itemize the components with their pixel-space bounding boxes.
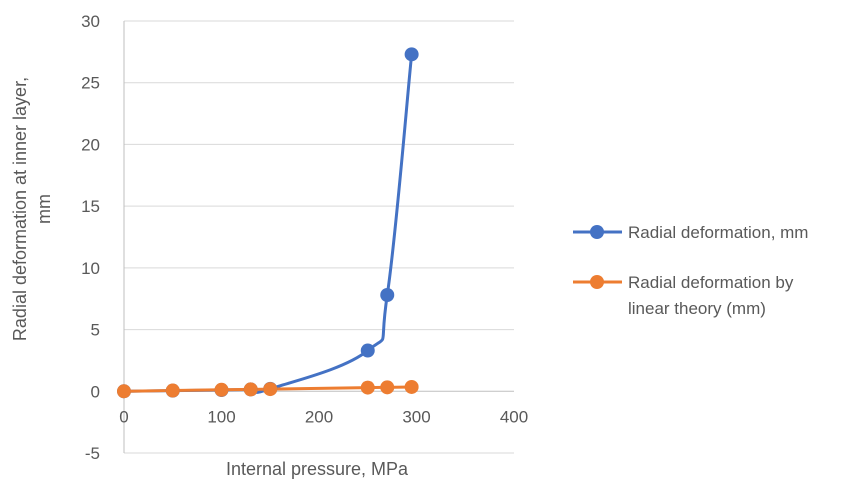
y-tick-label: 15 xyxy=(81,197,100,216)
legend-item-linear-theory: Radial deformation by linear theory (mm) xyxy=(573,273,794,318)
legend-label-orange-line-1: Radial deformation by xyxy=(628,273,794,292)
y-tick-label: 20 xyxy=(81,135,100,154)
x-tick-label: 0 xyxy=(119,407,128,426)
series-1-point xyxy=(243,382,258,397)
series-0-point xyxy=(380,288,395,303)
series-0-point xyxy=(404,47,419,62)
y-axis-title-line-1: Radial deformation at inner layer, xyxy=(10,77,30,341)
y-axis-title-line-2: mm xyxy=(34,194,54,224)
x-tick-label: 100 xyxy=(207,407,235,426)
y-tick-label: 0 xyxy=(91,382,100,401)
legend: Radial deformation, mm Radial deformatio… xyxy=(573,223,808,318)
legend-label-orange-line-2: linear theory (mm) xyxy=(628,299,766,318)
y-tick-labels: -5 0 5 10 15 20 25 30 xyxy=(81,12,100,463)
x-axis-title: Internal pressure, MPa xyxy=(226,459,409,479)
legend-marker-blue xyxy=(590,225,604,239)
y-tick-label: 5 xyxy=(91,321,100,340)
y-tick-label: 30 xyxy=(81,12,100,31)
series-1-point xyxy=(117,384,131,399)
series-0-point xyxy=(360,343,375,358)
series-0-line xyxy=(123,54,414,394)
x-tick-labels: 0 100 200 300 400 xyxy=(119,407,528,426)
series-1-point xyxy=(214,382,229,397)
legend-item-radial-deformation: Radial deformation, mm xyxy=(573,223,808,242)
series-1-point xyxy=(404,379,419,394)
x-tick-label: 200 xyxy=(305,407,333,426)
y-tick-label: -5 xyxy=(85,444,100,463)
series-lines xyxy=(123,54,414,394)
series-1-point xyxy=(263,382,278,397)
legend-label-blue: Radial deformation, mm xyxy=(628,223,808,242)
gridlines xyxy=(124,20,514,454)
y-tick-label: 25 xyxy=(81,74,100,93)
legend-marker-orange xyxy=(590,275,604,289)
x-tick-label: 300 xyxy=(402,407,430,426)
y-axis-title: Radial deformation at inner layer, mm xyxy=(10,77,54,341)
series-1-point xyxy=(165,383,180,398)
series-points xyxy=(117,47,419,399)
series-1-point xyxy=(360,380,375,395)
series-1-point xyxy=(380,380,395,395)
x-tick-label: 400 xyxy=(500,407,528,426)
y-tick-label: 10 xyxy=(81,259,100,278)
